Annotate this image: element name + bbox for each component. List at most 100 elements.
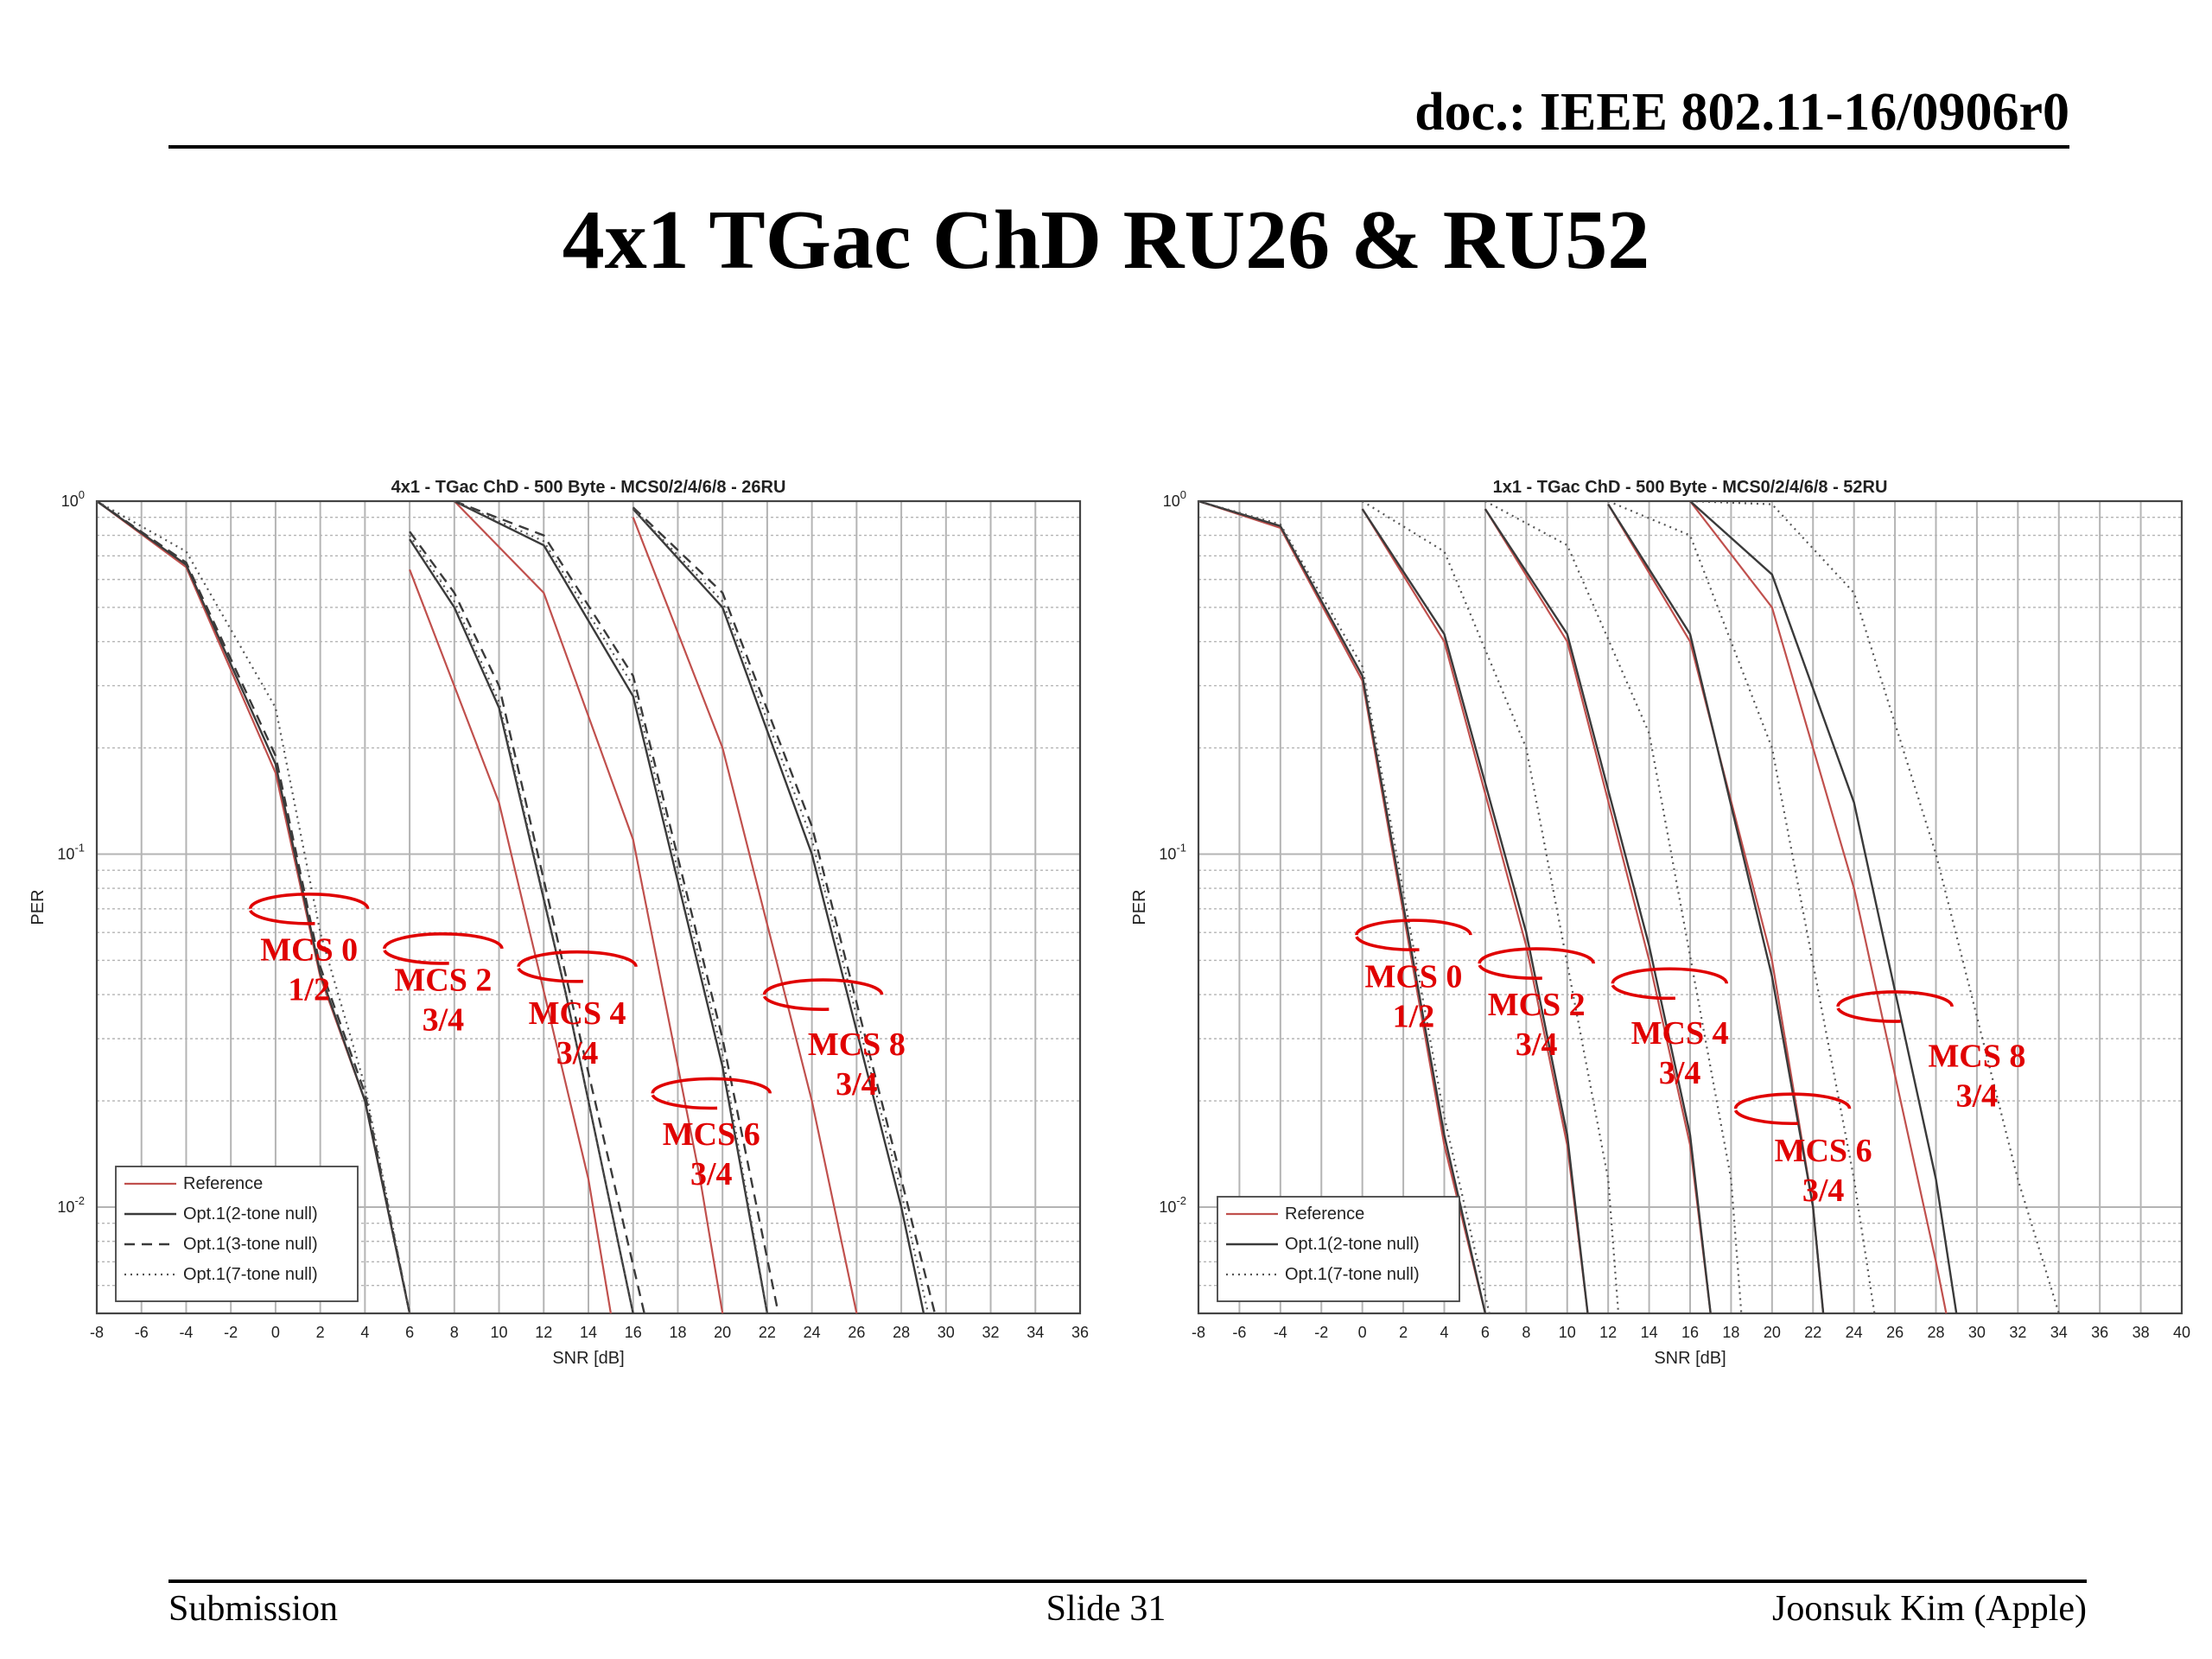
chart-title: 4x1 - TGac ChD - 500 Byte - MCS0/2/4/6/8… [391,478,786,497]
x-tick-label: 28 [1927,1324,1944,1341]
y-tick-label: 10-1 [57,842,85,863]
x-tick-label: 16 [625,1324,642,1341]
slide-title: 4x1 TGac ChD RU26 & RU52 [562,194,1650,287]
document-id: doc.: IEEE 802.11-16/0906r0 [1414,83,2069,142]
y-axis-label: PER [29,889,48,925]
x-tick-label: 14 [580,1324,597,1341]
annotation-ellipse [651,1077,772,1110]
annotation-label: 3/4 [423,1002,465,1039]
x-tick-label: 4 [1440,1324,1448,1341]
series-line-mcs2-ref [409,569,612,1313]
series-line-mcs0-solid [1198,501,1487,1313]
y-tick-label: 10-2 [57,1194,85,1216]
x-tick-label: -2 [224,1324,238,1341]
annotation-ellipse [1611,967,1729,1001]
x-tick-label: 18 [1722,1324,1739,1341]
annotation-label: 3/4 [1802,1173,1845,1209]
series-line-mcs6-solid [1607,503,1825,1313]
series-line-mcs6-solid [632,508,925,1313]
series-line-mcs8-ref [1689,501,1948,1313]
legend-label: Opt.1(7-tone null) [183,1265,318,1284]
legend-label: Opt.1(2-tone null) [1285,1235,1420,1254]
x-tick-label: 12 [1599,1324,1617,1341]
y-tick-exponent: -1 [74,842,85,855]
x-axis-label: SNR [dB] [552,1349,624,1368]
x-tick-label: 26 [848,1324,865,1341]
annotation-label: MCS 6 [663,1116,760,1153]
annotation-ellipse [1733,1092,1852,1126]
footer-slide-number: Slide 31 [1046,1589,1166,1629]
annotation-ellipse [383,932,504,965]
header-rule [168,145,2069,149]
x-tick-label: 32 [982,1324,1000,1341]
chart-title: 1x1 - TGac ChD - 500 Byte - MCS0/2/4/6/8… [1493,478,1888,497]
series-line-mcs4-dashed [454,501,779,1313]
legend-label: Opt.1(7-tone null) [1285,1265,1420,1284]
x-tick-label: 36 [1071,1324,1089,1341]
x-tick-label: 0 [1358,1324,1367,1341]
annotation-label: 1/2 [288,971,330,1007]
x-tick-label: 20 [1764,1324,1781,1341]
legend-label: Reference [183,1174,263,1193]
series-line-mcs2-solid [1361,508,1589,1313]
series-line-mcs6-dotted [632,508,930,1313]
x-tick-label: 2 [1399,1324,1408,1341]
annotation-label: MCS 6 [1775,1133,1872,1169]
series-line-mcs4-solid [1484,508,1712,1313]
y-tick-label: 10-1 [1159,842,1186,863]
annotation-label: 3/4 [556,1035,599,1071]
x-tick-label: 36 [2091,1324,2108,1341]
annotation-label: 3/4 [1516,1027,1558,1063]
plot-frame [95,499,1082,1315]
x-tick-label: 20 [714,1324,731,1341]
x-tick-label: 8 [450,1324,459,1341]
series-line-mcs4-dotted [1484,501,1743,1313]
annotation-label: MCS 4 [1631,1015,1729,1052]
annotation-label: MCS 8 [1928,1038,2025,1074]
x-tick-label: 38 [2133,1324,2150,1341]
annotation-label: MCS 2 [1488,987,1586,1023]
series-line-mcs0-dotted [97,501,411,1313]
x-tick-label: 6 [1481,1324,1490,1341]
x-tick-label: 30 [1968,1324,1986,1341]
y-tick-label: 100 [1163,488,1186,510]
series-line-mcs2-dashed [409,531,645,1313]
annotation-label: MCS 0 [260,931,358,968]
annotation-label: 1/2 [1393,998,1435,1034]
series-line-mcs2-solid [409,538,634,1313]
footer-author: Joonsuk Kim (Apple) [1772,1589,2087,1629]
per-chart-26ru: 4x1 - TGac ChD - 500 Byte - MCS0/2/4/6/8… [29,478,1089,1368]
annotation-label: MCS 4 [529,995,626,1032]
x-tick-label: -8 [90,1324,104,1341]
x-tick-label: 6 [405,1324,414,1341]
series-line-mcs4-solid [454,501,769,1313]
legend-label: Opt.1(3-tone null) [183,1235,318,1254]
x-tick-label: 12 [535,1324,552,1341]
series-line-mcs0-dashed [97,501,411,1313]
x-tick-label: 2 [316,1324,325,1341]
footer-rule [168,1580,2087,1583]
x-tick-label: 30 [938,1324,955,1341]
y-axis-label: PER [1130,889,1149,925]
y-tick-exponent: 0 [79,488,85,501]
annotation-label: MCS 8 [808,1027,906,1063]
series-line-mcs8-solid [1689,501,1958,1313]
series-line-mcs4-ref [454,501,724,1313]
series-line-mcs6-dashed [632,506,937,1313]
legend-box [115,1166,359,1302]
y-tick-label: 100 [61,488,85,510]
annotation-label: MCS 0 [1364,958,1462,995]
x-tick-label: 22 [759,1324,776,1341]
x-tick-label: 0 [271,1324,280,1341]
y-tick-exponent: -2 [74,1194,85,1207]
annotation-ellipse [248,892,370,925]
x-tick-label: -4 [179,1324,193,1341]
annotation-ellipse [1836,990,1954,1023]
y-tick-exponent: 0 [1180,488,1186,501]
footer-submission: Submission [168,1589,339,1629]
series-line-mcs0-dotted [1198,501,1491,1313]
annotation-ellipse [1355,918,1472,952]
annotation-label: 3/4 [836,1066,878,1103]
x-tick-label: -4 [1274,1324,1287,1341]
series-line-mcs6-ref [632,517,858,1313]
